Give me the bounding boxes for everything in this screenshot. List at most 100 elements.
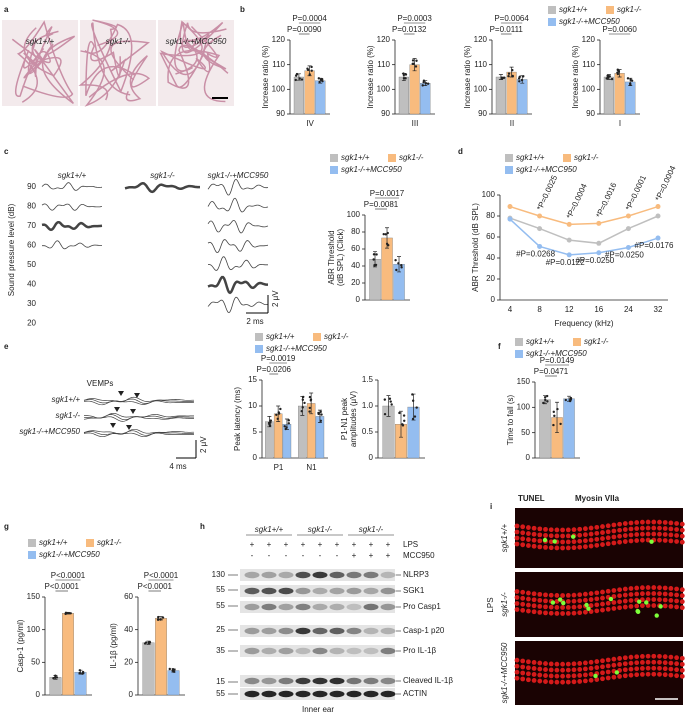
tunel-dot bbox=[644, 600, 649, 605]
trace-title: sgk1+/+ bbox=[58, 171, 87, 180]
point bbox=[625, 226, 631, 232]
hair-cell bbox=[605, 600, 611, 606]
abr-trace bbox=[41, 182, 103, 191]
tissue-edge bbox=[78, 19, 119, 101]
hair-cell bbox=[526, 608, 531, 614]
hair-cell bbox=[611, 540, 617, 546]
hair-cell bbox=[640, 537, 645, 543]
hair-cell bbox=[548, 527, 554, 533]
sample-dot bbox=[279, 407, 282, 411]
hair-cell bbox=[668, 660, 674, 666]
blot-band bbox=[346, 677, 362, 685]
hair-cell bbox=[588, 609, 594, 614]
hair-cell bbox=[657, 653, 662, 659]
sample-dot bbox=[156, 618, 160, 621]
panel-label: d bbox=[458, 147, 463, 156]
hair-cell bbox=[651, 519, 657, 525]
hair-cell bbox=[640, 531, 645, 537]
hair-cell bbox=[611, 656, 617, 662]
hair-cell bbox=[571, 604, 577, 610]
y-tick-label: 80 bbox=[486, 211, 495, 220]
p-value: #P=0.0250 bbox=[575, 256, 614, 265]
hair-cell bbox=[651, 671, 657, 677]
vemp-trace bbox=[83, 398, 195, 404]
hair-cell bbox=[560, 605, 565, 610]
point bbox=[596, 240, 602, 246]
sample-dot bbox=[414, 65, 418, 68]
hair-cell bbox=[594, 677, 600, 682]
hair-cell bbox=[543, 661, 548, 666]
hair-cell bbox=[594, 536, 600, 542]
hair-cell bbox=[611, 528, 617, 534]
blot-band bbox=[312, 603, 328, 611]
bar bbox=[517, 79, 528, 115]
hair-cell bbox=[577, 679, 583, 684]
sample-dot bbox=[397, 262, 400, 265]
blot-band bbox=[380, 627, 396, 635]
hair-cell bbox=[668, 666, 674, 672]
tunel-dot bbox=[584, 602, 589, 608]
row-label: LPS bbox=[403, 540, 418, 549]
blot-band bbox=[312, 647, 328, 655]
lps-sign: + bbox=[352, 540, 357, 549]
hair-cell bbox=[617, 605, 622, 611]
tunel-dot bbox=[557, 597, 563, 602]
hair-cell bbox=[543, 673, 548, 678]
peak-arrow bbox=[126, 425, 132, 430]
hair-cell bbox=[520, 595, 526, 601]
y-axis-label: (dB SPL) (Click) bbox=[336, 228, 345, 286]
level-label: 80 bbox=[27, 202, 36, 211]
lps-sign: + bbox=[335, 540, 340, 549]
p-value: P=0.0111 bbox=[490, 25, 524, 34]
sample-dot bbox=[308, 73, 311, 76]
hair-cell bbox=[679, 605, 685, 611]
hair-cell bbox=[622, 667, 628, 673]
sample-dot bbox=[628, 82, 632, 85]
hair-cell bbox=[560, 667, 565, 673]
blot-band bbox=[363, 603, 379, 611]
level-label: 90 bbox=[27, 182, 36, 191]
sample-dot bbox=[400, 264, 403, 267]
panel-label: c bbox=[4, 147, 9, 156]
hair-cell bbox=[577, 610, 583, 616]
sample-dot bbox=[267, 421, 271, 425]
blot-band bbox=[329, 647, 345, 655]
hair-cell bbox=[531, 603, 537, 609]
sample-dot bbox=[413, 415, 417, 418]
p-value: P<0.0001 bbox=[144, 571, 179, 580]
sample-dot bbox=[287, 419, 290, 422]
blot-band bbox=[380, 647, 396, 655]
lps-sign: + bbox=[386, 540, 391, 549]
hair-cell bbox=[668, 532, 674, 538]
y-tick-label: 90 bbox=[586, 109, 595, 118]
line bbox=[509, 215, 659, 245]
sample-dot bbox=[309, 398, 313, 401]
sample-dot bbox=[559, 422, 562, 426]
hair-cell bbox=[594, 530, 600, 536]
trace-label: sgk1-/- bbox=[56, 411, 81, 420]
hair-cell bbox=[679, 667, 685, 673]
legend-label: sgk1+/+ bbox=[516, 153, 545, 162]
hair-cell bbox=[605, 535, 611, 541]
hair-cell bbox=[565, 533, 571, 539]
p-value: P<0.0001 bbox=[137, 582, 172, 591]
legend-label: sgk1+/+ bbox=[559, 5, 588, 14]
hair-cell bbox=[531, 591, 537, 597]
bar bbox=[409, 64, 420, 115]
hair-cell bbox=[565, 679, 571, 685]
hair-cell bbox=[577, 538, 583, 544]
sample-dot bbox=[384, 233, 387, 236]
hair-cell bbox=[588, 543, 594, 549]
hair-cell bbox=[583, 532, 588, 538]
blot-band bbox=[278, 677, 294, 685]
y-tick-label: 110 bbox=[272, 60, 285, 69]
tunel-dot bbox=[658, 604, 663, 609]
sample-dot bbox=[64, 611, 68, 614]
legend-swatch bbox=[28, 539, 36, 547]
hair-cell bbox=[622, 527, 628, 532]
y-tick-label: 100 bbox=[474, 84, 488, 93]
hair-cell bbox=[565, 610, 571, 616]
sample-dot bbox=[616, 72, 620, 76]
p-value: P=0.0090 bbox=[287, 25, 322, 34]
blot-band bbox=[295, 571, 311, 579]
